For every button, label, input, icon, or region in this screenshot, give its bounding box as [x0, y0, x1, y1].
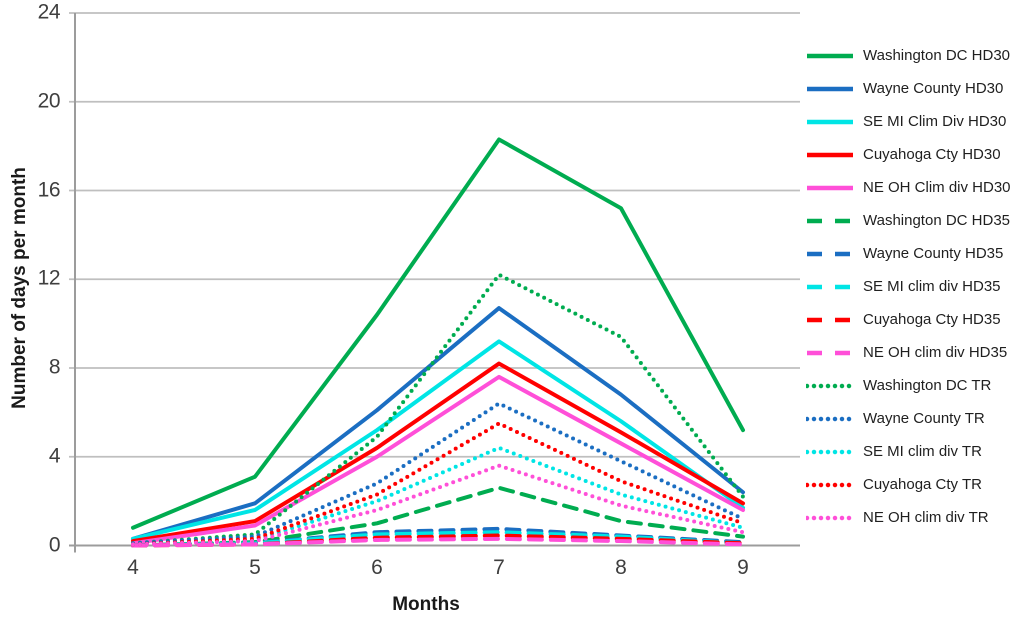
legend-label: Washington DC HD35	[863, 212, 1011, 229]
legend-item: Washington DC HD30	[806, 39, 1011, 72]
legend-label: Wayne County HD35	[863, 245, 1004, 262]
legend-label: Wayne County TR	[863, 410, 985, 427]
x-tick-label: 5	[249, 556, 261, 579]
legend-item: Washington DC TR	[806, 369, 1011, 402]
legend-line-swatch	[807, 350, 853, 355]
series-line-washington-dc-hd30	[131, 137, 745, 530]
legend-line-swatch	[807, 86, 853, 91]
x-tick-label: 9	[737, 556, 749, 579]
legend-line-swatch	[807, 218, 853, 223]
series-line-se-mi-clim-div-hd30	[131, 339, 745, 541]
series-line-ne-oh-clim-div-hd30	[131, 374, 745, 546]
legend-item: NE OH clim div HD35	[806, 336, 1011, 369]
legend-item: Cuyahoga Cty TR	[806, 468, 1011, 501]
legend-line-swatch	[807, 185, 853, 190]
legend-line-swatch	[807, 317, 853, 322]
legend-label: Cuyahoga Cty HD35	[863, 311, 1001, 328]
series-line-se-mi-clim-div-tr	[131, 445, 745, 547]
legend-item: Wayne County HD30	[806, 72, 1011, 105]
legend-line-swatch	[806, 515, 854, 520]
legend-label: Cuyahoga Cty HD30	[863, 146, 1001, 163]
legend-label: SE MI Clim Div HD30	[863, 113, 1007, 130]
legend-line-swatch	[806, 449, 854, 454]
y-tick-label: 8	[48, 355, 61, 379]
legend-item: SE MI clim div TR	[806, 435, 1011, 468]
series-line-cuyahoga-cty-hd30	[131, 361, 745, 544]
x-tick-label: 7	[493, 556, 505, 579]
y-tick-label: 4	[48, 444, 61, 468]
x-tick-label: 8	[615, 556, 627, 579]
y-axis-title: Number of days per month	[9, 167, 30, 409]
series-line-ne-oh-clim-div-hd35	[131, 536, 745, 548]
legend-item: SE MI clim div HD35	[806, 270, 1011, 303]
legend-line-swatch	[806, 383, 854, 388]
legend-line-swatch	[806, 416, 854, 421]
series-line-wayne-county-hd30	[131, 306, 745, 541]
x-tick-label: 4	[127, 556, 139, 579]
legend-item: Wayne County HD35	[806, 237, 1011, 270]
legend-label: SE MI clim div HD35	[863, 278, 1001, 295]
legend-label: NE OH clim div TR	[863, 509, 989, 526]
legend-label: NE OH Clim div HD30	[863, 179, 1011, 196]
legend-label: SE MI clim div TR	[863, 443, 982, 460]
legend-line-swatch	[807, 152, 853, 157]
y-tick-label: 12	[37, 266, 61, 290]
legend-item: Cuyahoga Cty HD35	[806, 303, 1011, 336]
legend-line-swatch	[807, 251, 853, 256]
y-tick-label: 24	[37, 0, 61, 24]
y-tick-label: 20	[37, 89, 61, 113]
legend-item: NE OH Clim div HD30	[806, 171, 1011, 204]
legend-item: Washington DC HD35	[806, 204, 1011, 237]
y-tick-label: 16	[37, 178, 61, 202]
legend-line-swatch	[807, 119, 853, 124]
legend-item: SE MI Clim Div HD30	[806, 105, 1011, 138]
legend-label: Wayne County HD30	[863, 80, 1004, 97]
legend: Washington DC HD30 Wayne County HD30 SE MI…	[806, 39, 1011, 534]
legend-label: Washington DC TR	[863, 377, 992, 394]
legend-label: Washington DC HD30	[863, 47, 1011, 64]
legend-item: NE OH clim div TR	[806, 501, 1011, 534]
legend-item: Wayne County TR	[806, 402, 1011, 435]
legend-line-swatch	[806, 482, 854, 487]
x-tick-label: 6	[371, 556, 383, 579]
legend-item: Cuyahoga Cty HD30	[806, 138, 1011, 171]
series-line-wayne-county-tr	[131, 401, 745, 546]
series-line-washington-dc-tr	[131, 272, 745, 546]
series-line-cuyahoga-cty-tr	[131, 421, 745, 547]
series-line-ne-oh-clim-div-tr	[131, 463, 745, 547]
legend-label: Cuyahoga Cty TR	[863, 476, 982, 493]
legend-label: NE OH clim div HD35	[863, 344, 1008, 361]
legend-line-swatch	[807, 284, 853, 289]
x-axis-title: Months	[392, 594, 460, 615]
legend-line-swatch	[807, 53, 853, 58]
y-tick-label: 0	[48, 533, 61, 557]
